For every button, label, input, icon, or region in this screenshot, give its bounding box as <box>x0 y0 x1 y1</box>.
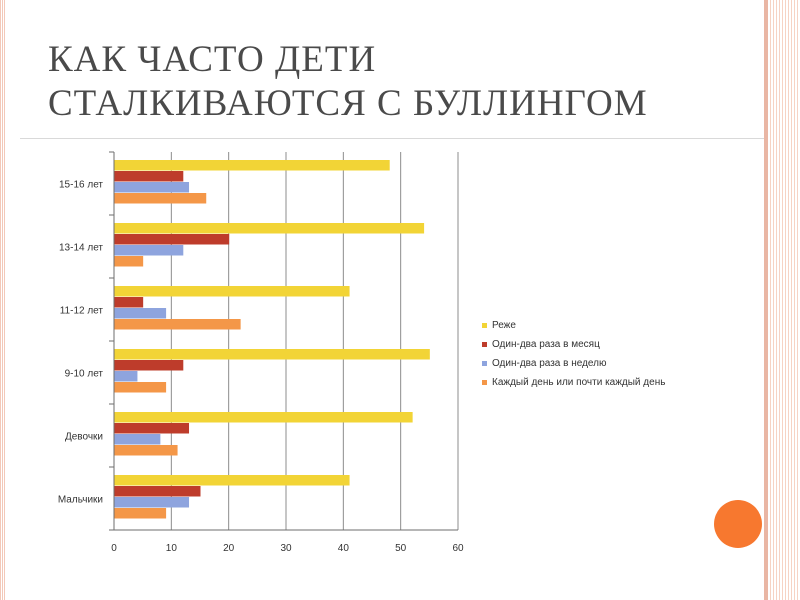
bar-2-cat-6 <box>114 171 184 182</box>
decorative-orange-circle <box>714 500 762 548</box>
legend-item: Один-два раза в неделю <box>482 354 722 373</box>
x-tick-label: 10 <box>166 543 178 554</box>
x-tick-label: 50 <box>395 543 407 554</box>
bar-1-cat-1 <box>114 475 350 486</box>
bar-1-cat-2 <box>114 412 413 423</box>
x-tick-label: 40 <box>338 543 350 554</box>
category-label: 11-12 лет <box>60 306 104 317</box>
category-label: 15-16 лет <box>59 180 103 191</box>
legend-label: Реже <box>492 320 516 331</box>
legend-label: Каждый день или почти каждый день <box>492 377 666 388</box>
bar-4-cat-3 <box>114 382 167 393</box>
bar-2-cat-5 <box>114 234 230 245</box>
slide-title: КАК ЧАСТО ДЕТИ СТАЛКИВАЮТСЯ С БУЛЛИНГОМ <box>48 38 728 126</box>
legend-item: Один-два раза в месяц <box>482 335 722 354</box>
legend-swatch <box>482 361 487 366</box>
bar-4-cat-6 <box>114 193 207 204</box>
chart-legend: Реже Один-два раза в месяц Один-два раза в… <box>482 316 722 392</box>
legend-swatch <box>482 323 487 328</box>
slide-title-line-2: СТАЛКИВАЮТСЯ С БУЛЛИНГОМ <box>48 83 648 124</box>
title-divider <box>20 138 764 139</box>
bar-4-cat-4 <box>114 319 241 330</box>
bar-1-cat-6 <box>114 160 390 171</box>
bar-2-cat-2 <box>114 423 190 434</box>
bar-3-cat-2 <box>114 434 161 445</box>
legend-label: Один-два раза в месяц <box>492 339 600 350</box>
bar-2-cat-3 <box>114 360 184 371</box>
category-label: Мальчики <box>58 495 103 506</box>
bar-3-cat-4 <box>114 308 167 319</box>
category-label: 13-14 лет <box>59 243 103 254</box>
category-label: 9-10 лет <box>65 369 104 380</box>
legend-item: Каждый день или почти каждый день <box>482 373 722 392</box>
axis-layer: 0 10 20 30 40 50 60 Мальчики Девочки 9-10 лет 11-1… <box>58 151 464 554</box>
x-tick-label: 20 <box>223 543 235 554</box>
slide-border-left <box>0 0 6 600</box>
legend-swatch <box>482 342 487 347</box>
bar-4-cat-2 <box>114 445 178 456</box>
x-tick-label: 0 <box>111 543 117 554</box>
bar-1-cat-3 <box>114 349 430 360</box>
x-tick-label: 30 <box>280 543 292 554</box>
bar-2-cat-4 <box>114 297 144 308</box>
bar-3-cat-6 <box>114 182 190 193</box>
slide-title-line-1: КАК ЧАСТО ДЕТИ <box>48 39 377 80</box>
bar-layer <box>114 160 430 519</box>
grid-layer <box>170 152 459 530</box>
bar-1-cat-4 <box>114 286 350 297</box>
bar-1-cat-5 <box>114 223 425 234</box>
bar-3-cat-3 <box>114 371 138 382</box>
legend-label: Один-два раза в неделю <box>492 358 607 369</box>
bar-2-cat-1 <box>114 486 201 497</box>
legend-item: Реже <box>482 316 722 335</box>
bar-3-cat-5 <box>114 245 184 256</box>
bar-4-cat-1 <box>114 508 167 519</box>
category-label: Девочки <box>65 432 103 443</box>
slide-border-right <box>764 0 800 600</box>
bar-4-cat-5 <box>114 256 144 267</box>
bar-3-cat-1 <box>114 497 190 508</box>
legend-swatch <box>482 380 487 385</box>
x-tick-label: 60 <box>452 543 464 554</box>
